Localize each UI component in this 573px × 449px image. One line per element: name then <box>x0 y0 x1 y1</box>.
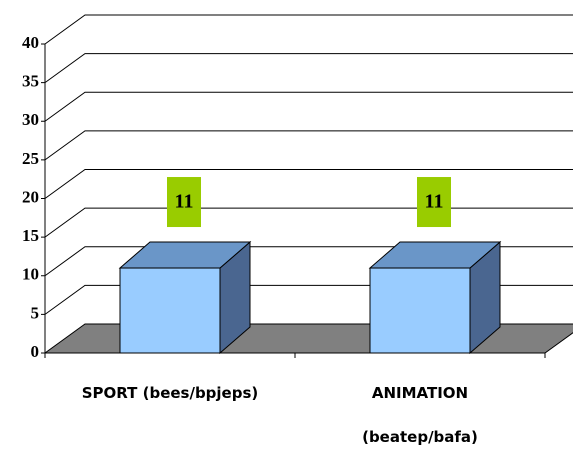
bar <box>369 267 471 354</box>
grid-line <box>44 53 573 84</box>
grid-line <box>44 130 573 161</box>
x-tick-label: SPORT (bees/bpjeps) <box>82 384 259 402</box>
value-label-box <box>417 177 451 228</box>
value-label: 11 <box>175 191 194 213</box>
y-tick-label: 10 <box>22 265 39 284</box>
grid-line <box>44 14 573 45</box>
grid-line <box>44 169 573 199</box>
y-tick-label: 20 <box>22 187 39 206</box>
y-tick-label: 0 <box>31 342 40 361</box>
y-tick-label: 15 <box>22 226 39 245</box>
y-tick-label: 35 <box>22 72 39 91</box>
y-tick-label: 25 <box>22 149 39 168</box>
grid-line <box>44 207 573 238</box>
y-tick-label: 40 <box>22 33 39 52</box>
value-label: 11 <box>425 191 444 213</box>
y-tick-label: 5 <box>31 303 40 322</box>
bar <box>119 267 221 354</box>
grid-line <box>44 91 573 122</box>
value-label-box <box>167 177 201 228</box>
x-tick-label: ANIMATION (beatep/bafa) <box>362 384 478 446</box>
y-tick-label: 30 <box>22 110 39 129</box>
